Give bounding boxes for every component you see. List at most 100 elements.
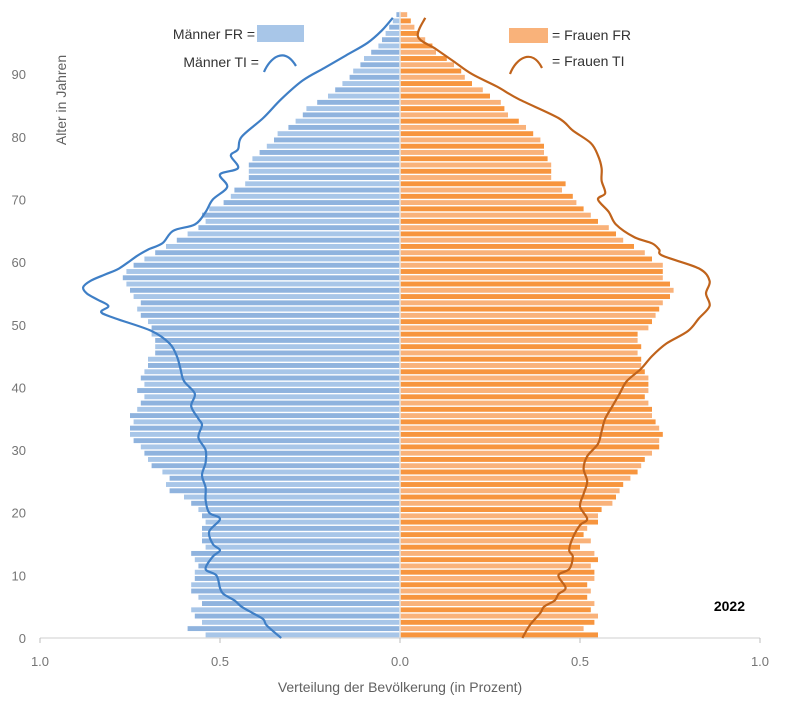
bar-maenner-age-18 [205, 519, 400, 525]
bar-frauen-age-99 [400, 12, 408, 18]
bar-maenner-age-33 [130, 425, 400, 431]
bar-frauen-age-18 [400, 519, 598, 525]
bar-maenner-age-43 [148, 363, 400, 368]
bar-maenner-age-46 [155, 344, 400, 350]
bar-maenner-age-95 [382, 37, 400, 43]
bar-maenner-age-3 [194, 613, 400, 619]
bar-frauen-age-59 [400, 262, 663, 268]
bar-maenner-age-39 [137, 388, 400, 393]
bar-maenner-age-52 [137, 306, 400, 312]
bar-frauen-age-65 [400, 225, 609, 231]
bar-frauen-age-66 [400, 218, 598, 224]
bar-frauen-age-89 [400, 74, 465, 80]
legend: Männer FR = Männer TI = = Frauen FR = Fr… [173, 25, 631, 75]
bar-frauen-age-36 [400, 406, 652, 412]
x-tick-label: 0.5 [211, 654, 229, 669]
y-tick-label: 70 [12, 192, 26, 207]
bar-maenner-age-84 [306, 106, 400, 112]
bar-frauen-age-8 [400, 582, 588, 588]
bar-maenner-age-50 [148, 319, 400, 325]
bar-frauen-age-73 [400, 175, 552, 180]
legend-swatch-frauen-ti [508, 55, 543, 75]
bar-maenner-age-22 [184, 494, 400, 500]
bar-frauen-age-90 [400, 68, 462, 74]
bar-frauen-age-37 [400, 400, 649, 406]
legend-swatch-maenner-ti [262, 54, 297, 73]
bar-maenner-age-7 [191, 588, 400, 594]
bar-frauen-age-53 [400, 300, 663, 306]
bar-frauen-age-9 [400, 576, 595, 581]
bar-maenner-age-75 [248, 162, 400, 168]
bar-maenner-age-35 [130, 413, 400, 419]
line-frauen-ti [416, 17, 711, 639]
bar-maenner-age-37 [140, 400, 401, 406]
y-tick-label: 20 [12, 506, 26, 521]
bar-maenner-age-9 [194, 576, 400, 581]
x-tick-label: 1.0 [31, 654, 49, 669]
bar-frauen-age-16 [400, 532, 584, 538]
x-axis-ticks: 1.0 0.5 0.0 0.5 1.0 [31, 638, 769, 669]
bar-frauen-age-58 [400, 269, 663, 274]
y-axis-ticks: 0 10 20 30 40 50 60 70 80 90 [12, 67, 26, 646]
bar-maenner-age-48 [151, 331, 400, 337]
bar-frauen-age-29 [400, 450, 652, 456]
bar-maenner-age-47 [155, 337, 400, 343]
bar-frauen-age-41 [400, 375, 649, 381]
bar-maenner-age-66 [205, 218, 400, 224]
bar-frauen-age-10 [400, 569, 595, 575]
bar-frauen-age-42 [400, 369, 645, 375]
bar-frauen-age-22 [400, 494, 616, 500]
bars-frauen-fr [400, 12, 674, 638]
bar-frauen-age-49 [400, 325, 649, 331]
bar-maenner-age-93 [371, 49, 400, 55]
bar-maenner-age-71 [234, 187, 400, 193]
y-axis-title: Alter in Jahren [53, 55, 69, 145]
bar-maenner-age-81 [288, 124, 400, 130]
bar-maenner-age-1 [187, 626, 400, 632]
legend-label-maenner-ti: Männer TI = [183, 54, 259, 70]
bar-frauen-age-24 [400, 482, 624, 487]
bar-maenner-age-23 [169, 488, 400, 494]
bar-maenner-age-0 [205, 632, 400, 638]
bar-maenner-age-74 [248, 168, 400, 174]
bar-maenner-age-19 [202, 513, 400, 519]
bar-frauen-age-51 [400, 312, 656, 318]
y-tick-label: 30 [12, 443, 26, 458]
bar-maenner-age-30 [140, 444, 401, 450]
bar-maenner-age-40 [144, 381, 400, 387]
bar-maenner-age-56 [126, 281, 401, 287]
bar-maenner-age-41 [140, 375, 401, 381]
bar-frauen-age-71 [400, 187, 562, 193]
bar-frauen-age-12 [400, 557, 598, 563]
bar-maenner-age-42 [144, 369, 400, 375]
bar-maenner-age-14 [205, 544, 400, 550]
bar-frauen-age-44 [400, 356, 642, 362]
bar-maenner-age-44 [148, 356, 400, 362]
bar-frauen-age-91 [400, 62, 454, 68]
bar-frauen-age-86 [400, 93, 490, 99]
legend-label-frauen-fr: = Frauen FR [552, 27, 631, 43]
bar-maenner-age-6 [198, 594, 400, 600]
bar-frauen-age-35 [400, 413, 652, 419]
bar-maenner-age-49 [151, 325, 400, 331]
bar-frauen-age-85 [400, 99, 501, 105]
bar-maenner-age-89 [349, 74, 400, 80]
y-tick-label: 60 [12, 255, 26, 270]
bar-maenner-age-13 [191, 550, 400, 556]
bar-frauen-age-56 [400, 281, 670, 287]
y-tick-label: 50 [12, 318, 26, 333]
bar-maenner-age-29 [144, 450, 400, 456]
bar-maenner-age-57 [122, 275, 401, 281]
bar-maenner-age-45 [155, 350, 400, 356]
bar-frauen-age-63 [400, 237, 624, 243]
bar-maenner-age-62 [166, 243, 400, 249]
bar-frauen-age-33 [400, 425, 660, 431]
bar-maenner-age-24 [166, 482, 400, 487]
bar-frauen-age-43 [400, 363, 642, 368]
bar-maenner-age-96 [385, 30, 400, 36]
bar-maenner-age-91 [360, 62, 400, 68]
bar-frauen-age-5 [400, 601, 595, 606]
bar-maenner-age-92 [364, 56, 400, 61]
bar-frauen-age-94 [400, 43, 433, 49]
bar-maenner-age-98 [392, 18, 400, 24]
